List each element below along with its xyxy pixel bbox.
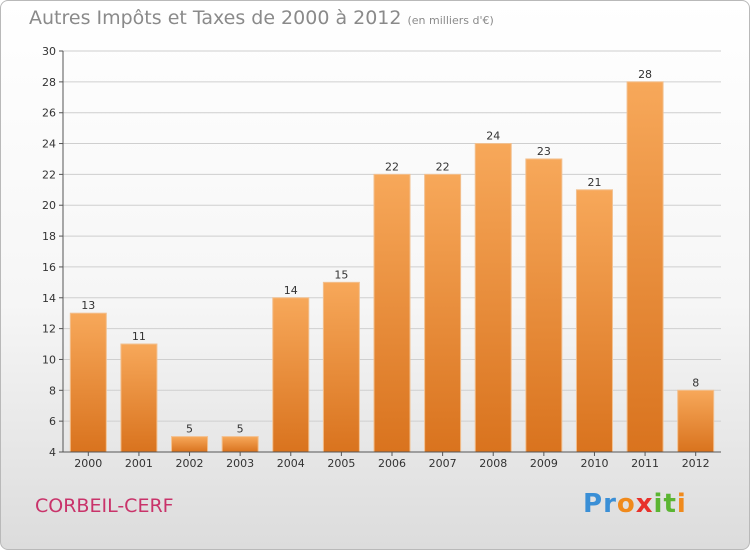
x-tick-label: 2012: [682, 457, 710, 470]
x-tick-label: 2001: [125, 457, 153, 470]
bar-2005: [322, 281, 360, 453]
title-text: Autres Impôts et Taxes de 2000 à 2012: [29, 7, 402, 29]
bar-2004: [272, 297, 310, 453]
x-tick-label: 2002: [176, 457, 204, 470]
data-label: 5: [186, 423, 193, 436]
data-label: 28: [638, 68, 652, 81]
location-label: CORBEIL-CERF: [35, 495, 174, 517]
x-tick-label: 2005: [327, 457, 355, 470]
chart-subtitle: (en milliers d'€): [407, 14, 494, 27]
bar-2001: [120, 343, 158, 453]
bars: 13 11 5 5 14 15 22 22 24 23 21 28 8: [69, 68, 715, 453]
bar-2011: [626, 81, 664, 453]
x-tick-label: 2000: [74, 457, 102, 470]
bar-2003: [221, 436, 259, 453]
x-tick-label: 2009: [530, 457, 558, 470]
proxiti-logo: Proxiti: [583, 489, 687, 519]
data-label: 14: [284, 284, 298, 297]
chart-title: Autres Impôts et Taxes de 2000 à 2012 (en…: [29, 7, 494, 29]
x-tick-label: 2007: [429, 457, 457, 470]
y-tick-label: 28: [42, 76, 56, 89]
y-tick-label: 12: [42, 323, 56, 336]
y-tick-label: 16: [42, 261, 56, 274]
data-label: 23: [537, 145, 551, 158]
logo-letter: i: [653, 489, 664, 519]
x-tick-label: 2004: [277, 457, 305, 470]
logo-letter: P: [583, 489, 604, 519]
logo-letter: o: [616, 489, 636, 519]
x-tick-label: 2010: [580, 457, 608, 470]
bar-2000: [69, 312, 107, 453]
y-tick-label: 4: [49, 446, 56, 459]
y-tick-label: 20: [42, 199, 56, 212]
data-label: 15: [334, 268, 348, 281]
y-tick-label: 22: [42, 168, 56, 181]
bar-2002: [171, 436, 209, 453]
axes: 4 6 8 10 12 14 16 18 20 22 24 26 28 30 2000 2001 2002 200…: [42, 45, 721, 470]
bar-2010: [575, 189, 613, 453]
x-tick-label: 2006: [378, 457, 406, 470]
data-label: 8: [692, 376, 699, 389]
logo-letter: x: [635, 489, 654, 519]
y-tick-label: 6: [49, 415, 56, 428]
bar-2007: [424, 173, 462, 453]
data-label: 24: [486, 130, 500, 143]
y-tick-label: 10: [42, 353, 56, 366]
data-label: 22: [436, 160, 450, 173]
y-tick-label: 8: [49, 384, 56, 397]
x-tick-label: 2011: [631, 457, 659, 470]
y-tick-label: 24: [42, 138, 56, 151]
data-label: 5: [237, 423, 244, 436]
bar-2006: [373, 173, 411, 453]
bar-2008: [474, 143, 512, 453]
data-label: 21: [587, 176, 601, 189]
y-tick-label: 30: [42, 45, 56, 58]
data-label: 22: [385, 160, 399, 173]
bar-2009: [525, 158, 563, 453]
x-tick-label: 2008: [479, 457, 507, 470]
logo-letter: i: [676, 489, 687, 519]
x-tick-label: 2003: [226, 457, 254, 470]
data-label: 11: [132, 330, 146, 343]
y-tick-label: 14: [42, 292, 56, 305]
y-tick-label: 26: [42, 107, 56, 120]
logo-letter: t: [663, 489, 677, 519]
logo-letter: r: [603, 489, 617, 519]
data-label: 13: [81, 299, 95, 312]
y-tick-label: 18: [42, 230, 56, 243]
bar-2012: [677, 389, 715, 453]
